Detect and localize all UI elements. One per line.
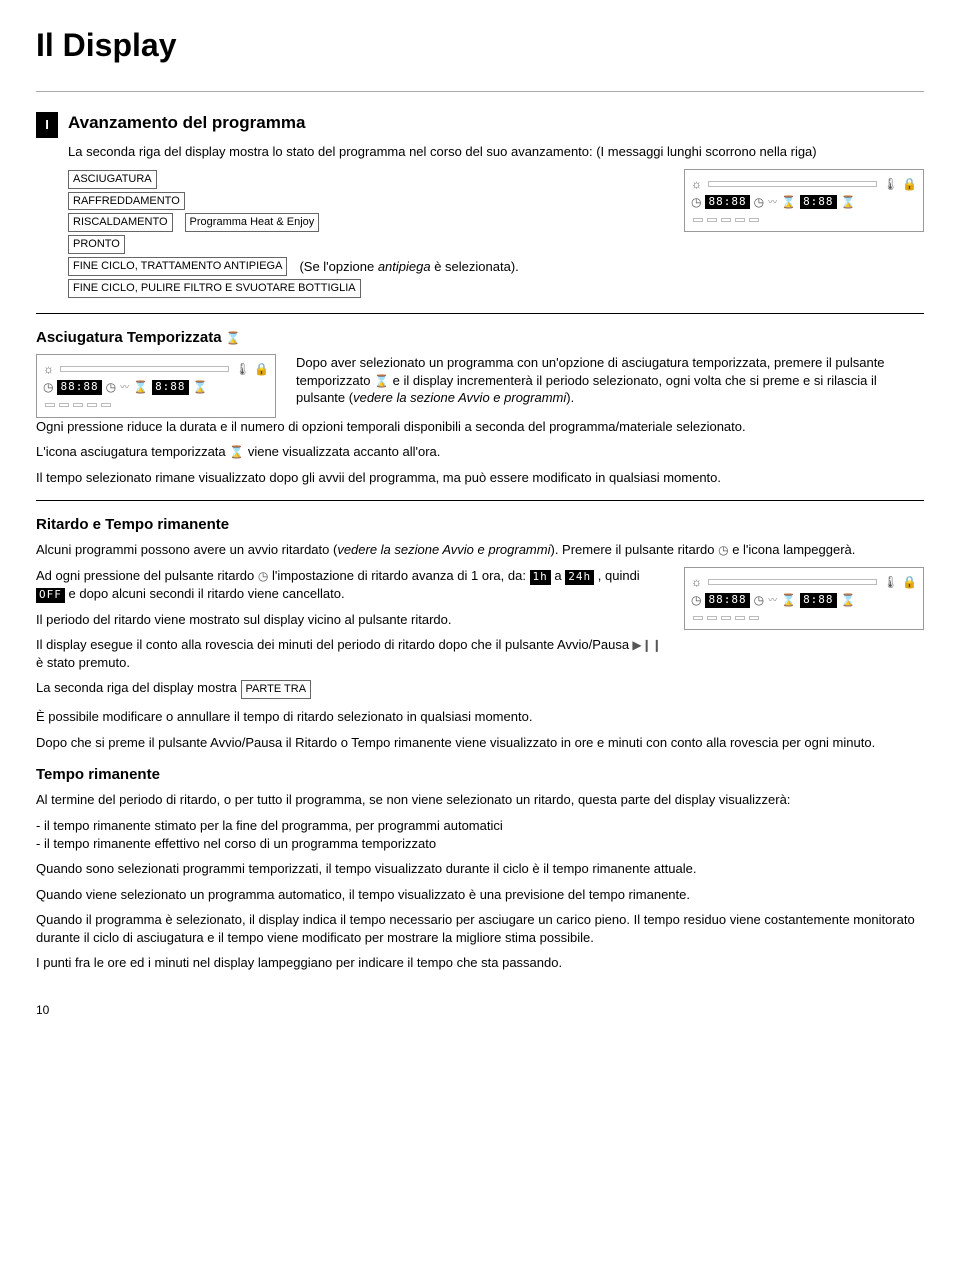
asciug-temp-p4: Il tempo selezionato rimane visualizzato… <box>36 469 924 487</box>
intro-text: La seconda riga del display mostra lo st… <box>68 143 924 161</box>
section-tempo-rimanente: Tempo rimanente Al termine del periodo d… <box>36 765 924 972</box>
status-labels-column: ASCIUGATURA RAFFREDDAMENTO RISCALDAMENTO… <box>68 169 519 299</box>
tr-p4: Quando il programma è selezionato, il di… <box>36 911 924 946</box>
clock-icon: ◷ <box>691 194 701 210</box>
heading-ritardo: Ritardo e Tempo rimanente <box>36 515 924 535</box>
lcd-1h: 1h <box>530 570 551 585</box>
tr-li2: - il tempo rimanente effettivo nel corso… <box>36 835 924 853</box>
label-heat-enjoy: Programma Heat & Enjoy <box>185 213 320 232</box>
label-raffreddamento: RAFFREDDAMENTO <box>68 192 185 211</box>
label-asciugatura: ASCIUGATURA <box>68 170 157 189</box>
asciug-temp-p2: Ogni pressione riduce la durata e il num… <box>36 418 924 436</box>
tr-p1: Al termine del periodo di ritardo, o per… <box>36 791 924 809</box>
heading-asciugatura-temp: Asciugatura Temporizzata ⌛ <box>36 328 924 348</box>
section-avanzamento: I Avanzamento del programma La seconda r… <box>36 112 924 299</box>
label-riscaldamento: RISCALDAMENTO <box>68 213 173 232</box>
display-panel-3: ☼ 🌡🔒 ◷ 88:88 ◷ 〰 ⌛ 8:88 ⌛ <box>684 567 924 631</box>
sun-icon: ☼ <box>691 176 702 192</box>
tr-p3: Quando viene selezionato un programma au… <box>36 886 924 904</box>
timer-icon: ⌛ <box>226 331 241 345</box>
section-asciugatura-temporizzata: Asciugatura Temporizzata ⌛ ☼ 🌡🔒 ◷ 88:88 … <box>36 328 924 486</box>
label-fine-filtro: FINE CICLO, PULIRE FILTRO E SVUOTARE BOT… <box>68 279 361 298</box>
timer-icon: ⌛ <box>374 374 389 388</box>
divider <box>36 500 924 501</box>
page-number: 10 <box>36 1002 924 1018</box>
divider <box>36 91 924 92</box>
label-pronto: PRONTO <box>68 235 125 254</box>
heading-tempo-rimanente: Tempo rimanente <box>36 765 924 785</box>
ritardo-p5: La seconda riga del display mostra PARTE… <box>36 679 664 700</box>
tr-p2: Quando sono selezionati programmi tempor… <box>36 860 924 878</box>
heading-avanzamento: Avanzamento del programma <box>68 112 924 135</box>
divider <box>36 313 924 314</box>
label-fine-antipiega: FINE CICLO, TRATTAMENTO ANTIPIEGA <box>68 257 287 276</box>
display-panel-1: ☼ 🌡🔒 ◷ 88:88 ◷ 〰 ⌛ 8:88 ⌛ <box>684 169 924 233</box>
asciug-temp-p3: L'icona asciugatura temporizzata ⌛ viene… <box>36 443 924 461</box>
ritardo-p6: È possibile modificare o annullare il te… <box>36 708 924 726</box>
play-pause-icon: ▶❙❙ <box>629 638 662 652</box>
section-ritardo: Ritardo e Tempo rimanente Alcuni program… <box>36 515 924 751</box>
display-panel-2: ☼ 🌡🔒 ◷ 88:88 ◷ 〰 ⌛ 8:88 ⌛ <box>36 354 276 418</box>
lcd-off: OFF <box>36 588 65 603</box>
language-badge: I <box>36 112 58 138</box>
ritardo-p1: Alcuni programmi possono avere un avvio … <box>36 541 924 559</box>
page-title: Il Display <box>36 24 924 67</box>
label-parte-tra: PARTE TRA <box>241 680 312 699</box>
clock-icon: ◷ <box>258 569 268 583</box>
ritardo-p4: Il display esegue il conto alla rovescia… <box>36 636 664 671</box>
tr-li1: - il tempo rimanente stimato per la fine… <box>36 817 924 835</box>
lcd-24h: 24h <box>565 570 594 585</box>
timer-icon: ⌛ <box>841 194 856 210</box>
tr-p5: I punti fra le ore ed i minuti nel displ… <box>36 954 924 972</box>
timer-icon: ⌛ <box>229 445 244 459</box>
clock-icon: ◷ <box>718 543 728 557</box>
ritardo-p3: Il periodo del ritardo viene mostrato su… <box>36 611 664 629</box>
antipiega-note: (Se l'opzione antipiega è selezionata). <box>299 258 518 276</box>
ritardo-p7: Dopo che si preme il pulsante Avvio/Paus… <box>36 734 924 752</box>
asciug-temp-p1: Dopo aver selezionato un programma con u… <box>296 354 924 407</box>
ritardo-p2: Ad ogni pressione del pulsante ritardo ◷… <box>36 567 664 603</box>
